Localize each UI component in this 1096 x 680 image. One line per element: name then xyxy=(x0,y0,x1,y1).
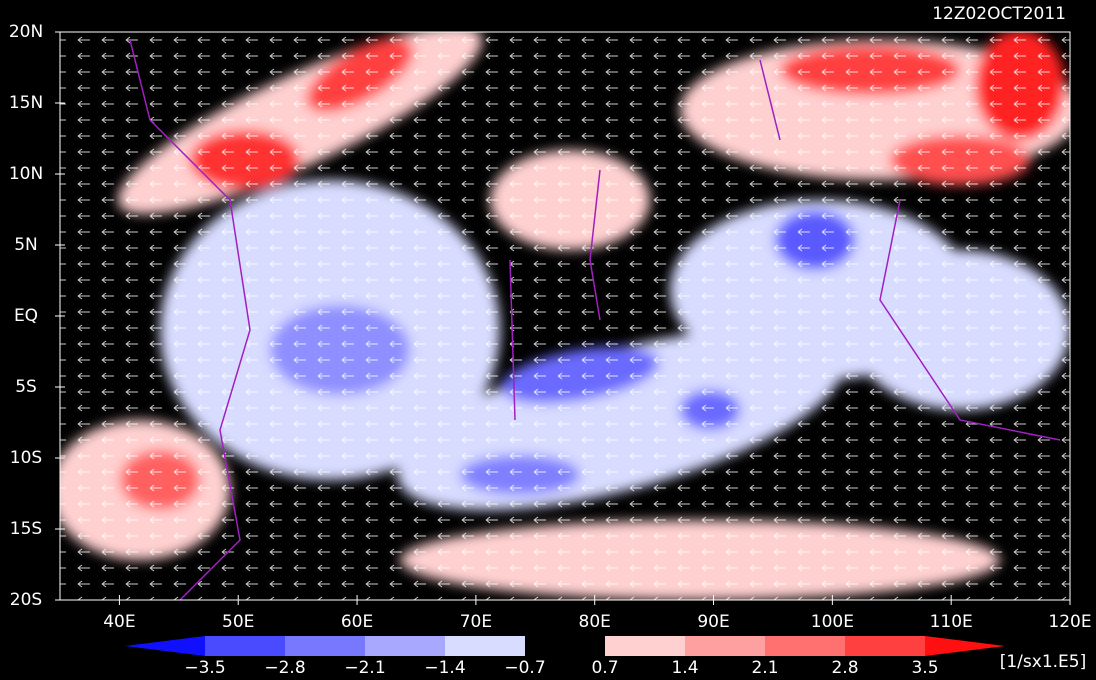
colorbar-label: −1.4 xyxy=(424,658,465,678)
lat-label: 10N xyxy=(9,164,43,184)
lat-label: 20N xyxy=(9,22,43,42)
colorbar-label: 0.7 xyxy=(591,658,618,678)
colorbar-label: −3.5 xyxy=(184,658,225,678)
lon-label: 40E xyxy=(103,612,135,632)
lon-label: 50E xyxy=(222,612,254,632)
colorbar-label: −2.8 xyxy=(264,658,305,678)
colorbar-label: −2.1 xyxy=(344,658,385,678)
colorbar-label: 1.4 xyxy=(671,658,698,678)
lat-label: 20S xyxy=(10,590,42,610)
colorbar-units: [1/sx1.E5] xyxy=(1000,652,1087,672)
colorbar-label: 3.5 xyxy=(911,658,938,678)
colorbar-label: −0.7 xyxy=(504,658,545,678)
lon-label: 120E xyxy=(1048,612,1091,632)
map-title: 12Z02OCT2011 xyxy=(932,4,1066,24)
lon-label: 100E xyxy=(811,612,854,632)
lon-label: 60E xyxy=(341,612,373,632)
lon-label: 110E xyxy=(930,612,973,632)
lat-label: 15S xyxy=(10,519,42,539)
colorbar-label: 2.1 xyxy=(751,658,778,678)
lat-label: 15N xyxy=(9,93,43,113)
colorbar-label: 2.8 xyxy=(831,658,858,678)
lon-label: 80E xyxy=(579,612,611,632)
lat-label: EQ xyxy=(14,306,38,326)
lat-label: 5S xyxy=(15,377,37,397)
vorticity-field xyxy=(60,32,1070,600)
lat-label: 5N xyxy=(14,235,38,255)
lon-label: 70E xyxy=(460,612,492,632)
colorbar xyxy=(125,636,1005,656)
lat-label: 10S xyxy=(10,448,42,468)
lon-label: 90E xyxy=(697,612,729,632)
